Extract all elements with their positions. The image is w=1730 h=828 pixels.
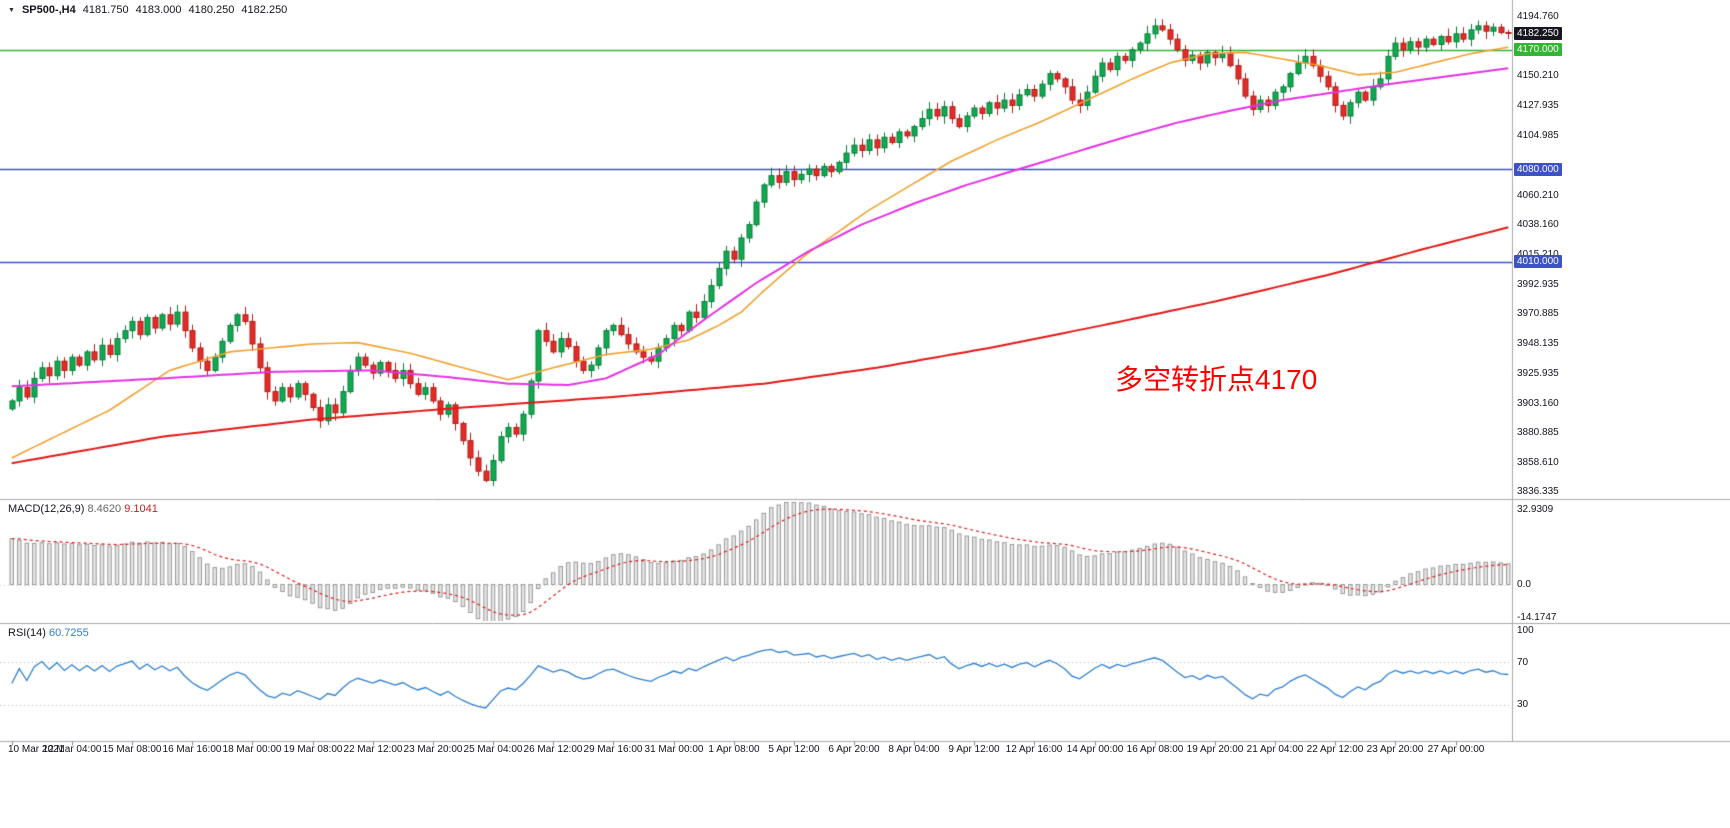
time-axis-label: 15 Mar 08:00 bbox=[102, 744, 162, 755]
price-axis-label: 4060.210 bbox=[1517, 190, 1559, 201]
time-axis-label: 27 Apr 00:00 bbox=[1427, 744, 1485, 755]
rsi-value: 60.7255 bbox=[48, 627, 89, 639]
price-axis-label: 3836.335 bbox=[1517, 486, 1559, 497]
rsi-axis-label: 100 bbox=[1517, 625, 1534, 636]
rsi-axis-label: 70 bbox=[1517, 657, 1529, 668]
price-axis-label: 4127.935 bbox=[1517, 100, 1559, 111]
price-axis-label: 4104.985 bbox=[1517, 130, 1559, 141]
time-axis-label: 9 Apr 12:00 bbox=[948, 744, 1000, 755]
time-axis-label: 21 Apr 04:00 bbox=[1246, 744, 1304, 755]
rsi-name: RSI(14) bbox=[8, 627, 46, 639]
time-axis-label: 19 Apr 20:00 bbox=[1186, 744, 1244, 755]
time-axis-label: 14 Apr 00:00 bbox=[1066, 744, 1124, 755]
chart-annotation: 多空转折点4170 bbox=[1115, 364, 1318, 395]
rsi-indicator-label: RSI(14) 60.7255 bbox=[8, 627, 89, 639]
price-axis-label: 4038.160 bbox=[1517, 219, 1559, 230]
rsi-axis-label: 30 bbox=[1517, 699, 1529, 710]
price-axis-label: 3970.885 bbox=[1517, 308, 1559, 319]
price-level-badge: 4182.250 bbox=[1514, 27, 1562, 40]
price-axis-label: 4194.760 bbox=[1517, 11, 1559, 22]
ohlc-open-value: 4181.750 bbox=[82, 4, 129, 16]
time-axis-label: 18 Mar 00:00 bbox=[222, 744, 282, 755]
time-axis-label: 1 Apr 08:00 bbox=[708, 744, 760, 755]
price-level-badge: 4010.000 bbox=[1514, 255, 1562, 268]
time-axis-label: 8 Apr 04:00 bbox=[888, 744, 940, 755]
time-axis-label: 26 Mar 12:00 bbox=[523, 744, 583, 755]
price-level-badge: 4170.000 bbox=[1514, 43, 1562, 56]
time-axis-label: 6 Apr 20:00 bbox=[828, 744, 880, 755]
time-axis-label: 22 Apr 12:00 bbox=[1306, 744, 1364, 755]
time-axis-label: 31 Mar 00:00 bbox=[644, 744, 704, 755]
price-axis-label: 3903.160 bbox=[1517, 398, 1559, 409]
ohlc-close-value: 4182.250 bbox=[241, 4, 288, 16]
time-axis-label: 23 Apr 20:00 bbox=[1366, 744, 1424, 755]
macd-main-value: 8.4620 bbox=[87, 503, 122, 515]
chart-header: ▼ SP500-,H4 4181.750 4183.000 4180.250 4… bbox=[8, 4, 287, 16]
macd-axis-label: 0.0 bbox=[1517, 579, 1531, 590]
time-axis-label: 12 Apr 16:00 bbox=[1005, 744, 1063, 755]
time-axis-label: 22 Mar 12:00 bbox=[343, 744, 403, 755]
time-axis-label: 29 Mar 16:00 bbox=[583, 744, 643, 755]
price-axis-label: 4015.210 bbox=[1517, 248, 1559, 261]
price-axis-label: 3925.935 bbox=[1517, 368, 1559, 379]
macd-signal-value: 9.1041 bbox=[124, 503, 158, 515]
macd-name: MACD(12,26,9) bbox=[8, 503, 85, 515]
symbol-timeframe-label: SP500-,H4 bbox=[21, 4, 76, 16]
price-axis-label: 3858.610 bbox=[1517, 457, 1559, 468]
price-axis-label: 3992.935 bbox=[1517, 279, 1559, 290]
time-axis-label: 19 Mar 08:00 bbox=[283, 744, 343, 755]
price-level-badge: 4080.000 bbox=[1514, 163, 1562, 176]
macd-indicator-label: MACD(12,26,9) 8.4620 9.1041 bbox=[8, 503, 158, 515]
time-axis-label: 10 Mar 2021 bbox=[8, 744, 65, 755]
macd-axis-label: -14.1747 bbox=[1517, 612, 1557, 623]
time-axis-label: 16 Apr 08:00 bbox=[1126, 744, 1184, 755]
ohlc-low-value: 4180.250 bbox=[188, 4, 235, 16]
ohlc-high-value: 4183.000 bbox=[135, 4, 182, 16]
collapse-icon[interactable]: ▼ bbox=[8, 6, 15, 14]
time-axis-label: 12 Mar 04:00 bbox=[42, 744, 102, 755]
price-axis-label: 3948.135 bbox=[1517, 338, 1559, 349]
macd-axis-label: 32.9309 bbox=[1517, 504, 1554, 515]
price-axis-label: 4150.210 bbox=[1517, 70, 1559, 81]
time-axis-label: 23 Mar 20:00 bbox=[403, 744, 463, 755]
time-axis-label: 16 Mar 16:00 bbox=[162, 744, 222, 755]
time-axis-label: 25 Mar 04:00 bbox=[463, 744, 523, 755]
price-axis-label: 3880.885 bbox=[1517, 427, 1559, 438]
time-axis-label: 5 Apr 12:00 bbox=[768, 744, 820, 755]
